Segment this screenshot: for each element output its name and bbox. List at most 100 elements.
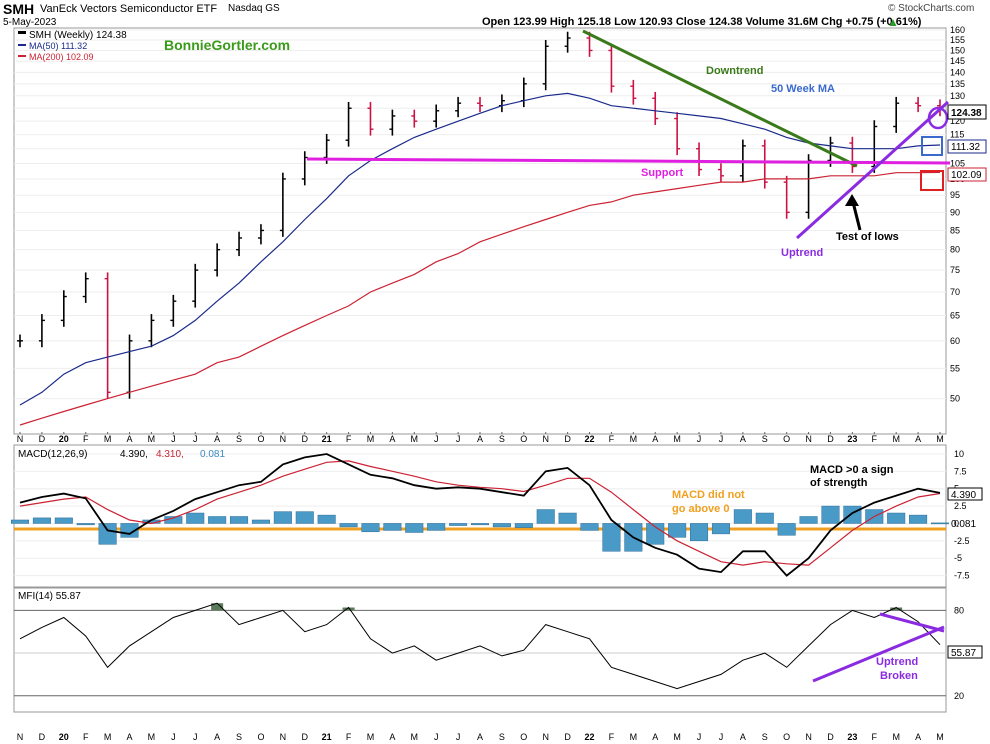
x-tick-label: F [609, 434, 615, 444]
x-tick-label: D [39, 732, 46, 742]
x-tick-label: 22 [585, 434, 595, 444]
macd-y-tick-label: -5 [954, 553, 962, 563]
x-tick-label: M [673, 732, 681, 742]
x-tick-label: J [434, 732, 439, 742]
price-y-tick-label: 65 [950, 310, 960, 320]
x-tick-label: D [827, 732, 834, 742]
macd-hist-bar [668, 523, 687, 538]
ma200-tag-box [947, 167, 987, 182]
price-y-tick-label: 160 [950, 25, 965, 35]
x-tick-label: J [697, 434, 702, 444]
price-y-tick-label: 130 [950, 91, 965, 101]
ma50-tag: 111.32 [951, 142, 981, 153]
macd-panel-frame [13, 444, 947, 589]
macd-hist-bar [646, 523, 665, 545]
price-lines [19, 92, 941, 426]
macd-hist-bar [186, 512, 205, 524]
x-tick-label: S [762, 434, 768, 444]
macd-hist-bar [887, 512, 906, 524]
x-tick-label: M [104, 732, 112, 742]
x-tick-label: F [872, 732, 878, 742]
x-tick-label: M [892, 732, 900, 742]
macd-hist-bar [98, 523, 117, 545]
x-tick-label: A [740, 434, 746, 444]
legend-main: SMH (Weekly) 124.38 [29, 30, 127, 41]
price-y-tick-label: 80 [950, 245, 960, 255]
chart-date: 5-May-2023 [3, 17, 57, 28]
mfi-overbought-area [342, 607, 355, 611]
ma50-label: 50 Week MA [771, 83, 835, 95]
price-y-tick-label: 75 [950, 265, 960, 275]
macd-line [19, 453, 941, 577]
x-axis-bottom: N D 20 F M A M J J A S O N D 21 F M A M J J A S O N D 22 F M A M J J A S O N… [17, 732, 944, 742]
x-tick-label: S [236, 434, 242, 444]
x-tick-label: A [652, 732, 658, 742]
macd-hist-bar [690, 523, 709, 542]
x-tick-label: O [520, 434, 527, 444]
x-tick-label: M [630, 434, 638, 444]
price-y-tick-label: 155 [950, 35, 965, 45]
macd-tag: 4.390 [951, 490, 976, 501]
macd-hist-bar [76, 523, 95, 526]
x-tick-label: F [346, 732, 352, 742]
x-tick-label: A [389, 434, 395, 444]
macd-hist-bar [295, 511, 314, 524]
macd-legend: MACD(12,26,9) [18, 449, 87, 460]
macd-hist-bar [777, 523, 796, 536]
macd-grid [14, 453, 946, 577]
x-tick-label: D [302, 434, 309, 444]
x-tick-label: 23 [847, 434, 857, 444]
macd-y-axis: -7.5-5-2.502.557.510 [954, 449, 970, 581]
support-line [306, 157, 951, 165]
ma200-tag: 102.09 [951, 170, 982, 181]
price-y-tick-label: 60 [950, 336, 960, 346]
macd-hist-bar [251, 519, 270, 524]
x-tick-label: J [719, 434, 724, 444]
macd-y-tick-label: 0 [954, 518, 959, 528]
macd-hist-bar [405, 523, 424, 533]
x-tick-label: A [915, 732, 921, 742]
mfi-line [19, 602, 941, 690]
x-tick-label: D [564, 434, 571, 444]
x-tick-label: A [915, 434, 921, 444]
x-tick-label: N [17, 434, 24, 444]
mfi-uptrend-line [812, 625, 945, 683]
macd-hist-bar [317, 514, 336, 524]
legend-swatch-main [18, 31, 26, 34]
x-tick-label: A [740, 732, 746, 742]
x-tick-label: O [520, 732, 527, 742]
macd-hist-bar [470, 523, 490, 526]
macd-hist-bar [930, 522, 950, 525]
x-tick-label: M [936, 732, 944, 742]
price-y-tick-label: 95 [950, 190, 960, 200]
x-tick-label: A [477, 732, 483, 742]
macd-hist-bar [427, 523, 446, 531]
macd-note-4: go above 0 [672, 503, 729, 515]
macd-hist-bar [383, 523, 402, 531]
macd-legend-v3: 0.081 [200, 449, 225, 460]
macd-hist-bar [536, 509, 555, 524]
x-tick-label: M [104, 434, 112, 444]
brand-label: BonnieGortler.com [164, 37, 290, 53]
x-tick-label: S [762, 732, 768, 742]
x-axis-price: N D 20 F M A M J J A S O N D 21 F M A M J J A S O N D 22 F M A M J J A S O N… [17, 432, 944, 444]
macd-hist-bar [580, 523, 599, 531]
test-of-lows-label: Test of lows [836, 231, 899, 243]
close-highlight-circle [927, 106, 949, 130]
downtrend-line [582, 29, 858, 168]
price-y-axis: 5055606570758085909510010511011512012513… [950, 25, 965, 404]
x-tick-label: J [719, 732, 724, 742]
macd-hist-bar [361, 523, 380, 533]
price-y-tick-label: 105 [950, 158, 965, 168]
macd-y-tick-label: -7.5 [954, 571, 970, 581]
price-y-tick-label: 120 [950, 116, 965, 126]
x-tick-label: J [434, 434, 439, 444]
x-tick-label: A [127, 434, 133, 444]
macd-hist-bar [492, 523, 511, 528]
macd-hist-bar [711, 523, 730, 535]
x-tick-label: N [280, 732, 287, 742]
x-tick-label: M [936, 434, 944, 444]
macd-hist-tag: 0.081 [951, 519, 976, 530]
macd-hist-bar [909, 514, 928, 524]
